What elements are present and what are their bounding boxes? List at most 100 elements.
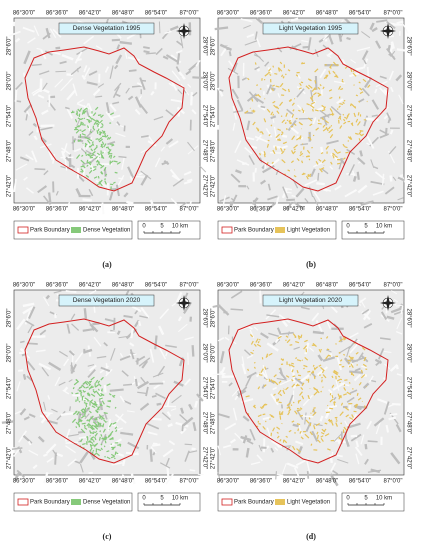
vegetation-patch (317, 439, 321, 444)
hillshade (26, 342, 38, 345)
hillshade (316, 366, 329, 376)
vegetation-patch (117, 444, 122, 446)
vegetation-patch (328, 89, 333, 92)
vegetation-patch (307, 117, 313, 122)
vegetation-patch (329, 134, 334, 139)
vegetation-patch (313, 375, 316, 380)
vegetation-patch (94, 155, 98, 160)
hillshade (171, 394, 182, 404)
lat-label: 28°0'0" (201, 343, 207, 362)
vegetation-patch (307, 136, 310, 139)
hillshade (229, 438, 236, 444)
vegetation-patch (266, 143, 269, 148)
vegetation-patch (339, 359, 343, 362)
hillshade (334, 184, 342, 191)
hillshade (322, 44, 328, 50)
vegetation-patch (97, 380, 101, 384)
hillshade (364, 77, 373, 89)
hillshade (229, 194, 238, 208)
vegetation-patch (290, 125, 294, 128)
hillshade (341, 58, 347, 66)
vegetation-patch (104, 133, 107, 138)
hillshade (234, 140, 242, 154)
hillshade (119, 355, 131, 361)
vegetation-patch (100, 443, 103, 446)
scale-box (137, 220, 201, 240)
hillshade (395, 304, 403, 307)
vegetation-patch (281, 422, 283, 425)
vegetation-patch (250, 340, 254, 345)
vegetation-patch (295, 340, 300, 344)
vegetation-patch (107, 147, 111, 151)
vegetation-patch (329, 66, 332, 69)
hillshade (352, 175, 357, 182)
hillshade (252, 199, 259, 213)
hillshade (346, 36, 351, 41)
vegetation-patch (111, 446, 116, 451)
lat-label: 27°54'0" (7, 377, 13, 399)
hillshade (42, 88, 50, 94)
hillshade (244, 146, 253, 155)
vegetation-patch (264, 72, 269, 77)
vegetation-patch (102, 151, 104, 154)
vegetation-patch (332, 152, 336, 156)
vegetation-patch (342, 113, 345, 116)
hillshade (58, 350, 69, 358)
vegetation-patch (86, 381, 91, 386)
hillshade (73, 147, 82, 153)
vegetation-patch (97, 138, 101, 141)
lat-label: 27°48'0" (201, 412, 207, 434)
hillshade (33, 25, 40, 37)
vegetation-patch (329, 96, 333, 100)
hillshade (53, 290, 62, 294)
vegetation-patch (292, 150, 296, 155)
vegetation-patch (84, 427, 88, 430)
scale-label: 10 km (172, 496, 188, 502)
lon-label: 86°42'0" (79, 283, 101, 289)
lon-label: 87°0'0" (179, 283, 198, 289)
hillshade (389, 175, 393, 182)
vegetation-patch (313, 92, 317, 96)
hillshade (65, 156, 71, 162)
hillshade (302, 415, 314, 418)
vegetation-patch (325, 354, 330, 360)
vegetation-patch (286, 402, 291, 407)
hillshade (88, 188, 94, 197)
vegetation-patch (295, 357, 298, 360)
hillshade (71, 323, 80, 331)
legend-swatch (71, 227, 81, 233)
hillshade (279, 367, 284, 376)
hillshade (242, 415, 250, 422)
lat-label: 28°0'0" (211, 71, 217, 90)
hillshade (192, 422, 197, 432)
vegetation-patch (277, 128, 282, 132)
vegetation-patch (291, 362, 294, 365)
lat-label: 28°0'0" (201, 71, 207, 90)
hillshade (282, 134, 288, 138)
vegetation-patch (315, 127, 320, 131)
vegetation-patch (343, 353, 346, 356)
vegetation-patch (95, 138, 99, 140)
hillshade (183, 180, 192, 185)
park-boundary (24, 46, 185, 192)
vegetation-patch (306, 175, 309, 180)
hillshade (234, 432, 246, 444)
lat-label: 27°42'0" (405, 175, 411, 197)
vegetation-patch (90, 437, 94, 441)
hillshade (232, 105, 237, 120)
hillshade (389, 413, 398, 416)
lat-label: 27°42'0" (201, 447, 207, 469)
scale-label: 5 (364, 224, 368, 230)
hillshade (34, 168, 46, 171)
hillshade (137, 320, 142, 327)
vegetation-patch (111, 144, 115, 147)
vegetation-patch (93, 400, 97, 405)
lat-label: 27°54'0" (7, 105, 13, 127)
hillshade (165, 138, 174, 145)
lon-label: 87°0'0" (179, 479, 198, 485)
hillshade (22, 305, 35, 315)
hillshade (64, 428, 71, 442)
hillshade (161, 161, 169, 166)
vegetation-patch (278, 380, 282, 384)
